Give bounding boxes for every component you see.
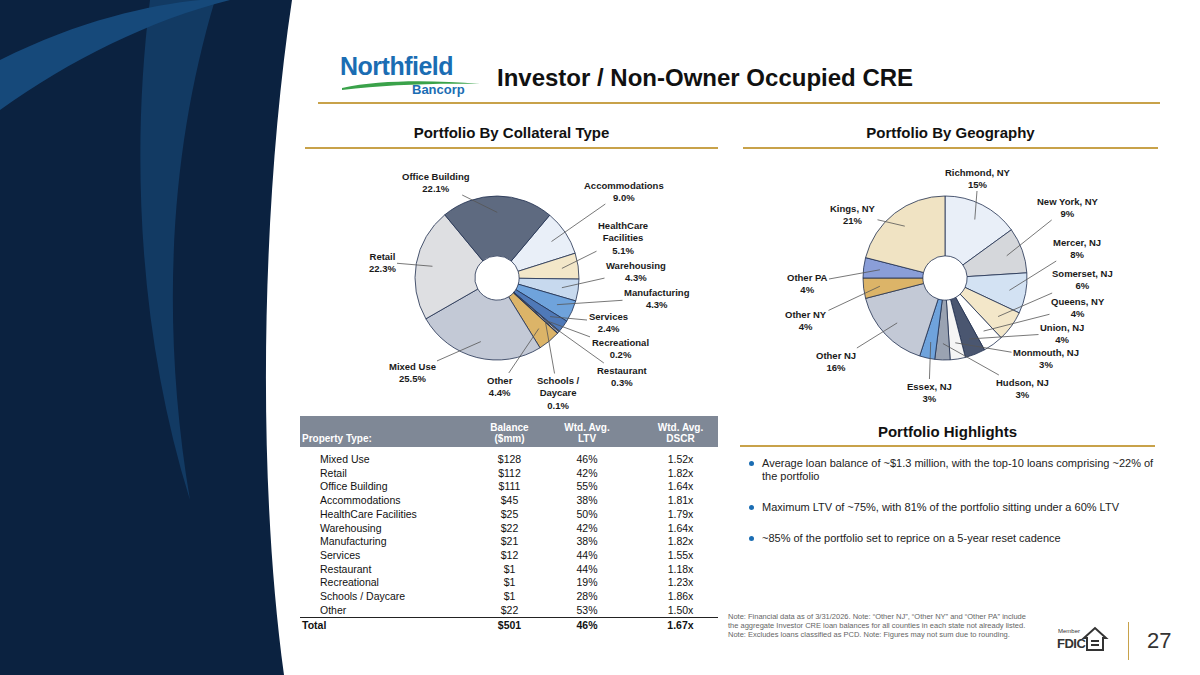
html-text:Services: Services — [320, 548, 361, 561]
html-text:$22: $22 — [500, 521, 519, 534]
html-text:$1: $1 — [503, 562, 516, 575]
html-text:$111: $111 — [498, 480, 521, 493]
html-text:Accommodations: Accommodations — [320, 494, 401, 507]
html-text:Maximum LTV of ~75%, with 81%: Maximum LTV of ~75%, with 81% of the por… — [762, 501, 1119, 513]
svg-text:Restaurant0.3%: Restaurant0.3% — [597, 365, 647, 388]
html-text:Balance ($mm): Balance ($mm) — [490, 422, 529, 444]
svg-text:Accommodations9.0%: Accommodations9.0% — [584, 180, 664, 203]
html-text:Portfolio Highlights: Portfolio Highlights — [877, 423, 1018, 440]
svg-text:Office Building22.1%: Office Building22.1% — [402, 171, 470, 194]
html-text:44%: 44% — [576, 548, 598, 561]
html-text:Property Type:: Property Type: — [302, 433, 372, 444]
html-text:Office Building: Office Building — [320, 480, 388, 493]
html-text:HealthCare Facilities: HealthCare Facilities — [320, 507, 417, 520]
svg-text:HealthCareFacilities5.1%: HealthCareFacilities5.1% — [598, 220, 648, 256]
html-text:19%: 19% — [576, 576, 598, 589]
html-text:$1: $1 — [503, 590, 516, 602]
html-text:46%: 46% — [576, 619, 598, 632]
html-text:1.23x: 1.23x — [667, 576, 694, 589]
html-text:Warehousing: Warehousing — [320, 521, 382, 534]
html-text:50%: 50% — [576, 507, 598, 520]
svg-text:Other4.4%: Other4.4% — [487, 375, 513, 398]
html-text:28%: 28% — [576, 590, 598, 602]
html-text:$128: $128 — [497, 453, 522, 465]
html-text:Portfolio By Geography: Portfolio By Geography — [866, 124, 1035, 141]
svg-text:Essex, NJ3%: Essex, NJ3% — [907, 381, 952, 404]
html-text:Wtd. Avg. DSCR: Wtd. Avg. DSCR — [657, 422, 704, 444]
html-text:Mixed Use: Mixed Use — [320, 453, 370, 465]
svg-text:Other NY4%: Other NY4% — [785, 309, 827, 332]
html-text:Recreational: Recreational — [320, 576, 379, 589]
html-text:1.86x: 1.86x — [667, 590, 694, 602]
svg-text:Warehousing4.3%: Warehousing4.3% — [606, 260, 666, 283]
html-text:1.55x: 1.55x — [667, 548, 694, 561]
html-text:Manufacturing: Manufacturing — [320, 535, 387, 548]
svg-text:Services2.4%: Services2.4% — [589, 311, 628, 334]
html-text:$21: $21 — [500, 535, 519, 548]
html-text:1.64x: 1.64x — [667, 521, 694, 534]
html-text:$25: $25 — [500, 507, 519, 520]
html-text:27: 27 — [1147, 628, 1172, 653]
html-text:42%: 42% — [576, 521, 598, 534]
svg-text:Union, NJ4%: Union, NJ4% — [1040, 322, 1084, 345]
html-text:Investor / Non-Owner Occupied: Investor / Non-Owner Occupied CRE — [497, 64, 914, 91]
html-text:$22: $22 — [500, 603, 519, 616]
html-text:$112: $112 — [498, 466, 521, 479]
svg-text:Richmond, NY15%: Richmond, NY15% — [945, 167, 1011, 190]
html-text:38%: 38% — [576, 535, 598, 548]
svg-text:Schools /Daycare0.1%: Schools /Daycare0.1% — [537, 375, 580, 411]
html-text:1.67x: 1.67x — [667, 619, 694, 632]
html-text:~85% of the portfolio set to r: ~85% of the portfolio set to reprice on … — [762, 532, 1061, 544]
html-text:1.81x: 1.81x — [667, 494, 694, 507]
html-text:44%: 44% — [576, 562, 598, 575]
html-text:55%: 55% — [576, 480, 598, 493]
html-text:Member: Member — [1058, 628, 1080, 634]
html-text:Wtd. Avg. LTV: Wtd. Avg. LTV — [564, 422, 610, 444]
html-text:Schools / Daycare: Schools / Daycare — [320, 590, 406, 602]
svg-text:Retail22.3%: Retail22.3% — [369, 251, 396, 274]
html-text:Retail: Retail — [320, 466, 347, 479]
html-text:Other: Other — [320, 603, 347, 616]
svg-text:Hudson, NJ3%: Hudson, NJ3% — [996, 377, 1049, 400]
html-text:Restaurant: Restaurant — [320, 562, 372, 575]
svg-text:Other NJ16%: Other NJ16% — [816, 350, 856, 373]
html-text:1.82x: 1.82x — [667, 466, 694, 479]
html-text:$45: $45 — [500, 494, 519, 507]
html-text:Total: Total — [302, 619, 327, 632]
svg-text:Monmouth, NJ3%: Monmouth, NJ3% — [1013, 347, 1079, 370]
html-text:53%: 53% — [576, 603, 598, 616]
html-text:38%: 38% — [576, 494, 598, 507]
html-text:1.50x: 1.50x — [667, 603, 694, 616]
svg-text:Queens, NY4%: Queens, NY4% — [1051, 296, 1105, 319]
html-text:Average loan balance of ~$1.3: Average loan balance of ~$1.3 million, w… — [762, 457, 1154, 482]
html-text:Note: Financial data as of 3/3: Note: Financial data as of 3/31/2026. No… — [728, 612, 1026, 639]
html-text:1.79x: 1.79x — [667, 507, 694, 520]
html-text:46%: 46% — [576, 453, 598, 465]
svg-text:Mercer, NJ8%: Mercer, NJ8% — [1053, 237, 1101, 260]
svg-text:Other PA4%: Other PA4% — [787, 272, 828, 295]
html-text:1.52x: 1.52x — [667, 453, 694, 465]
html-text:Portfolio By Collateral Type: Portfolio By Collateral Type — [413, 124, 610, 141]
html-text:$1: $1 — [503, 576, 516, 589]
svg-text:Manufacturing4.3%: Manufacturing4.3% — [624, 287, 690, 310]
svg-text:New York, NY9%: New York, NY9% — [1037, 196, 1099, 219]
svg-text:Recreational0.2%: Recreational0.2% — [592, 337, 649, 360]
html-text:1.18x: 1.18x — [667, 562, 694, 575]
html-text:FDIC: FDIC — [1057, 636, 1086, 651]
html-text:1.64x: 1.64x — [667, 480, 694, 493]
svg-text:Kings, NY21%: Kings, NY21% — [830, 203, 876, 226]
svg-text:Mixed Use25.5%: Mixed Use25.5% — [389, 361, 436, 384]
svg-text:Somerset, NJ6%: Somerset, NJ6% — [1052, 268, 1113, 291]
html-text:Northfield: Northfield — [340, 52, 453, 80]
html-text:$501: $501 — [497, 619, 522, 632]
html-text:Bancorp: Bancorp — [412, 82, 465, 97]
html-text:$12: $12 — [500, 548, 519, 561]
html-text:42%: 42% — [576, 466, 598, 479]
html-text:1.82x: 1.82x — [667, 535, 694, 548]
